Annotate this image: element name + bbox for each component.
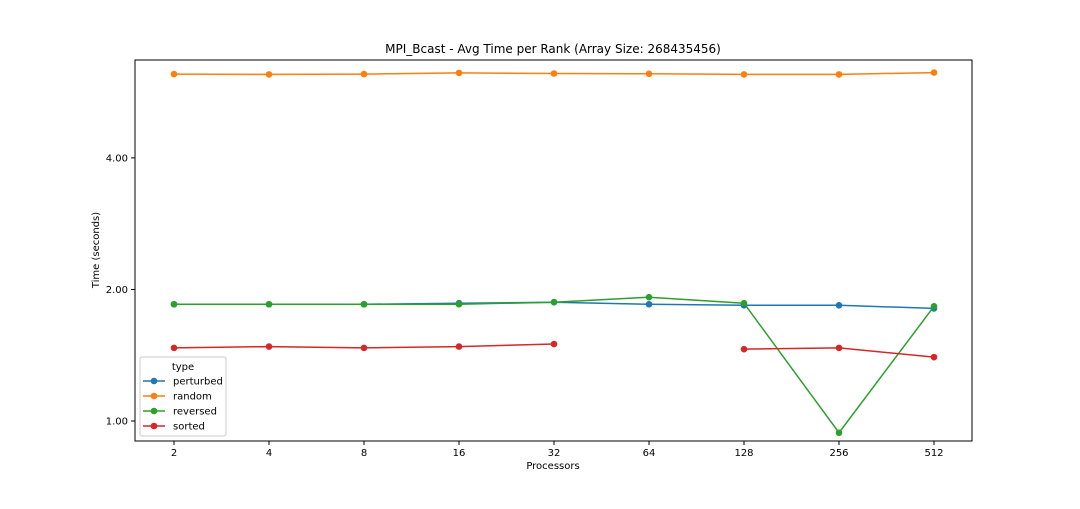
data-point-random <box>835 71 843 78</box>
data-point-random <box>740 71 748 78</box>
x-tick-label: 512 <box>924 448 943 459</box>
x-tick-label: 64 <box>643 448 656 459</box>
data-point-sorted <box>170 344 178 352</box>
y-tick-label: 1.00 <box>106 417 128 428</box>
data-point-random <box>550 70 558 77</box>
legend-label-random: random <box>173 392 212 403</box>
legend-marker-perturbed <box>150 377 158 385</box>
x-tick-label: 128 <box>734 448 753 459</box>
x-axis-label: Processors <box>526 461 579 472</box>
legend-label-sorted: sorted <box>173 422 205 433</box>
y-axis-label: Time (seconds) <box>91 212 102 289</box>
data-point-sorted <box>455 343 463 350</box>
data-point-random <box>930 69 938 76</box>
data-point-reversed <box>360 300 368 308</box>
legend: type perturbed random reversed sorted <box>139 356 227 437</box>
x-axis: 2 4 8 16 32 64 128 256 512 <box>171 441 944 459</box>
data-point-sorted <box>930 353 938 361</box>
series-random <box>170 69 938 78</box>
x-tick-label: 16 <box>453 448 466 459</box>
y-tick-label: 2.00 <box>106 285 128 296</box>
chart-title: MPI_Bcast - Avg Time per Rank (Array Siz… <box>385 42 721 56</box>
data-point-sorted <box>265 343 273 350</box>
data-point-perturbed <box>645 300 653 308</box>
data-point-reversed <box>455 300 463 308</box>
data-point-sorted <box>740 345 748 353</box>
legend-marker-random <box>150 392 158 400</box>
x-tick-label: 32 <box>548 448 561 459</box>
plot-area <box>134 59 973 442</box>
x-tick-label: 8 <box>361 448 367 459</box>
data-point-sorted <box>835 344 843 352</box>
data-point-perturbed <box>835 301 843 309</box>
data-point-reversed <box>930 303 938 310</box>
data-point-random <box>455 69 463 77</box>
y-tick-label: 4.00 <box>106 153 128 164</box>
legend-title: type <box>172 362 194 373</box>
data-point-random <box>645 70 653 78</box>
legend-box <box>139 356 227 437</box>
legend-marker-sorted <box>150 422 158 430</box>
series-layer <box>170 69 938 437</box>
x-tick-label: 4 <box>266 448 272 459</box>
data-point-reversed <box>550 298 558 306</box>
legend-label-reversed: reversed <box>173 407 217 418</box>
data-point-random <box>360 70 368 78</box>
data-point-reversed <box>265 300 273 308</box>
data-point-reversed <box>835 429 843 437</box>
data-point-reversed <box>645 293 653 301</box>
data-point-reversed <box>740 299 748 307</box>
x-tick-label: 256 <box>829 448 848 459</box>
data-point-random <box>265 71 273 78</box>
data-point-random <box>170 70 178 78</box>
data-point-sorted <box>360 344 368 352</box>
data-point-reversed <box>170 300 178 308</box>
series-sorted <box>170 340 938 361</box>
x-tick-label: 2 <box>171 448 177 459</box>
y-axis: 1.00 2.00 4.00 <box>106 153 135 428</box>
data-point-sorted <box>550 340 558 348</box>
legend-marker-reversed <box>150 407 158 415</box>
legend-label-perturbed: perturbed <box>173 377 223 388</box>
series-reversed <box>170 293 938 437</box>
series-line-reversed <box>174 296 935 435</box>
